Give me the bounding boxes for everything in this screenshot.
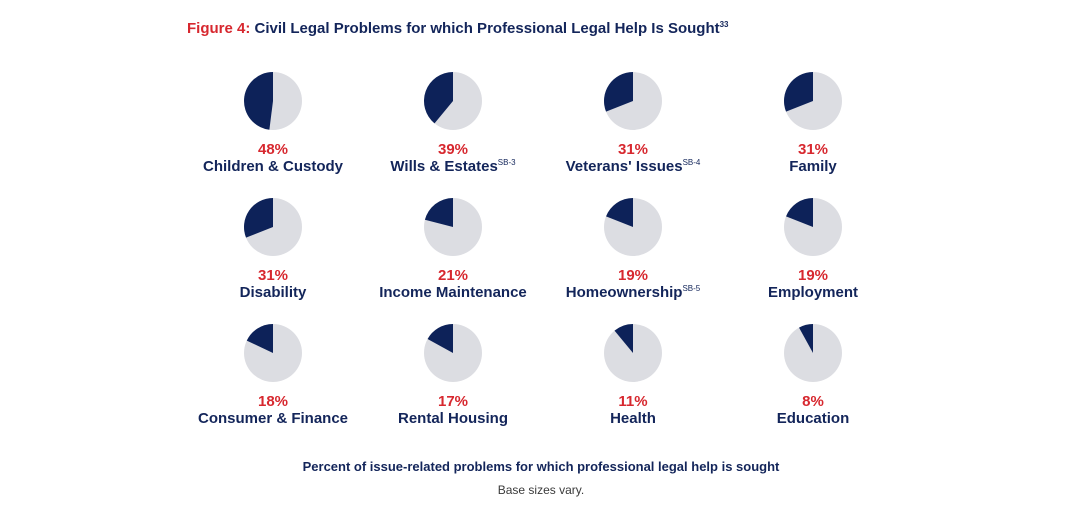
figure-title: Figure 4: Civil Legal Problems for which… <box>187 20 729 37</box>
pie-percent-label: 31% <box>257 267 289 284</box>
pie-category-label: Income Maintenance <box>363 284 543 302</box>
pie-percent-label: 8% <box>802 393 824 410</box>
pie-percent-label: 19% <box>617 267 649 284</box>
pie-value-slice <box>424 72 453 124</box>
pie-category-footnote: SB-3 <box>497 158 516 167</box>
pie-category-label: HomeownershipSB-5 <box>543 284 723 302</box>
pie-health: 11% Health <box>543 322 723 428</box>
pie-category-text: Consumer & Finance <box>197 410 349 427</box>
pie-homeownership: 19% HomeownershipSB-5 <box>543 196 723 302</box>
pie-chart-employment <box>784 198 842 256</box>
pie-chart-health <box>604 324 662 382</box>
pie-percent-label: 31% <box>797 141 829 158</box>
pie-chart-consumer-finance <box>244 324 302 382</box>
figure-title-text: Civil Legal Problems for which Professio… <box>254 20 720 37</box>
pie-chart-income-maintenance <box>424 198 482 256</box>
chart-note: Base sizes vary. <box>497 483 585 497</box>
pie-category-label: Rental Housing <box>363 410 543 428</box>
pie-value-slice <box>604 72 633 112</box>
pie-percent-label: 39% <box>437 141 469 158</box>
pie-category-label: Employment <box>723 284 903 302</box>
figure-label: Figure 4: <box>187 20 251 37</box>
pie-value-slice <box>784 72 813 112</box>
pie-percent-label: 31% <box>617 141 649 158</box>
pie-value-slice <box>799 324 813 353</box>
pie-value-slice <box>244 198 273 238</box>
pie-category-text: Income Maintenance <box>379 284 527 301</box>
pie-wills-estates: 39% Wills & EstatesSB-3 <box>363 70 543 176</box>
pie-value-slice <box>427 324 453 353</box>
pie-category-text: Wills & Estates <box>390 158 498 175</box>
pie-value-slice <box>246 324 273 353</box>
pie-category-text: Education <box>776 410 850 427</box>
pie-category-text: Homeownership <box>565 284 683 301</box>
pie-rental-housing: 17% Rental Housing <box>363 322 543 428</box>
pie-category-label: Consumer & Finance <box>183 410 363 428</box>
pie-chart-homeownership <box>604 198 662 256</box>
pie-value-slice <box>424 198 453 227</box>
pie-chart-rental-housing <box>424 324 482 382</box>
pie-value-slice <box>786 198 813 227</box>
pie-chart-disability <box>244 198 302 256</box>
pie-category-footnote: SB-4 <box>682 158 701 167</box>
pie-category-text: Health <box>610 410 656 427</box>
pie-percent-label: 21% <box>437 267 469 284</box>
pie-veterans-issues: 31% Veterans' IssuesSB-4 <box>543 70 723 176</box>
pie-category-text: Veterans' Issues <box>565 158 683 175</box>
pie-chart-education <box>784 324 842 382</box>
pie-percent-label: 17% <box>437 393 469 410</box>
pie-category-footnote: SB-5 <box>682 284 701 293</box>
pie-category-label: Children & Custody <box>183 158 363 176</box>
pie-percent-label: 48% <box>257 141 289 158</box>
pie-disability: 31% Disability <box>183 196 363 302</box>
pie-education: 8% Education <box>723 322 903 428</box>
pie-chart-wills-estates <box>424 72 482 130</box>
pie-income-maintenance: 21% Income Maintenance <box>363 196 543 302</box>
pie-category-text: Employment <box>767 284 858 301</box>
pie-category-text: Family <box>789 158 837 175</box>
pie-percent-label: 11% <box>618 393 648 410</box>
pie-value-slice <box>244 72 273 130</box>
pie-category-label: Veterans' IssuesSB-4 <box>543 158 723 176</box>
figure-title-footnote: 33 <box>719 20 729 29</box>
pie-value-slice <box>614 324 633 353</box>
pie-children-custody: 48% Children & Custody <box>183 70 363 176</box>
pie-category-label: Family <box>723 158 903 176</box>
pie-category-label: Health <box>543 410 723 428</box>
pie-category-label: Disability <box>183 284 363 302</box>
pie-chart-grid: 48% Children & Custody 39% Wills & EstatesS… <box>183 70 903 435</box>
pie-chart-family <box>784 72 842 130</box>
pie-chart-veterans-issues <box>604 72 662 130</box>
pie-percent-label: 19% <box>797 267 829 284</box>
pie-category-text: Children & Custody <box>202 158 343 175</box>
pie-employment: 19% Employment <box>723 196 903 302</box>
pie-consumer-finance: 18% Consumer & Finance <box>183 322 363 428</box>
pie-value-slice <box>606 198 633 227</box>
chart-caption: Percent of issue-related problems for wh… <box>302 459 780 474</box>
pie-category-label: Education <box>723 410 903 428</box>
pie-chart-children-custody <box>244 72 302 130</box>
pie-category-text: Disability <box>239 284 307 301</box>
pie-category-text: Rental Housing <box>397 410 508 427</box>
pie-category-label: Wills & EstatesSB-3 <box>363 158 543 176</box>
pie-family: 31% Family <box>723 70 903 176</box>
pie-percent-label: 18% <box>257 393 289 410</box>
